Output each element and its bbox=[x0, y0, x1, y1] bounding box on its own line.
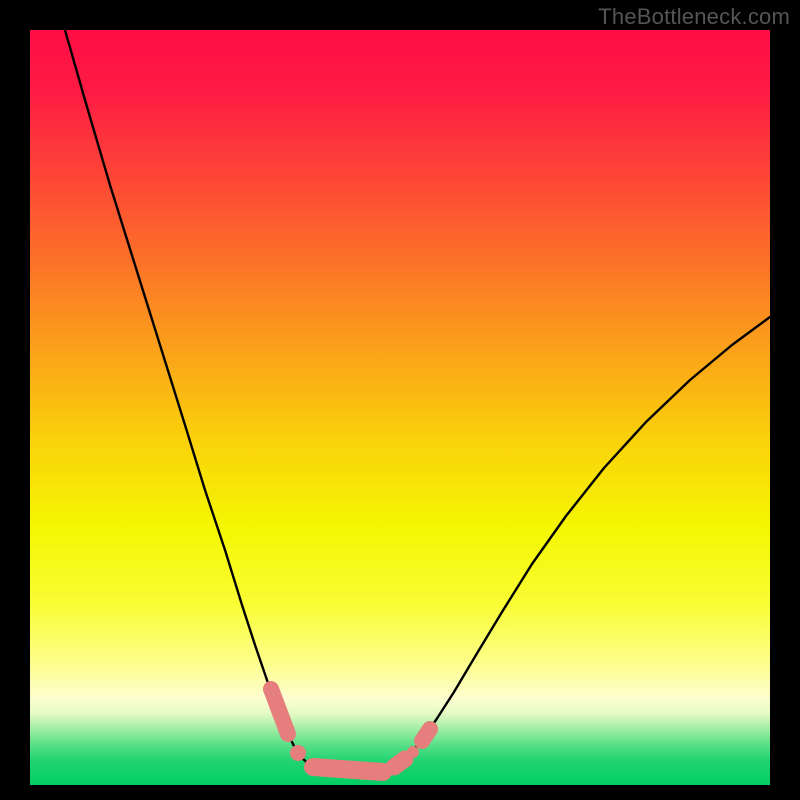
bottleneck-curve bbox=[65, 30, 770, 774]
marker-highlights bbox=[271, 689, 430, 772]
chart-frame bbox=[30, 30, 770, 785]
chart-svg bbox=[30, 30, 770, 785]
watermark-text: TheBottleneck.com bbox=[598, 4, 790, 30]
